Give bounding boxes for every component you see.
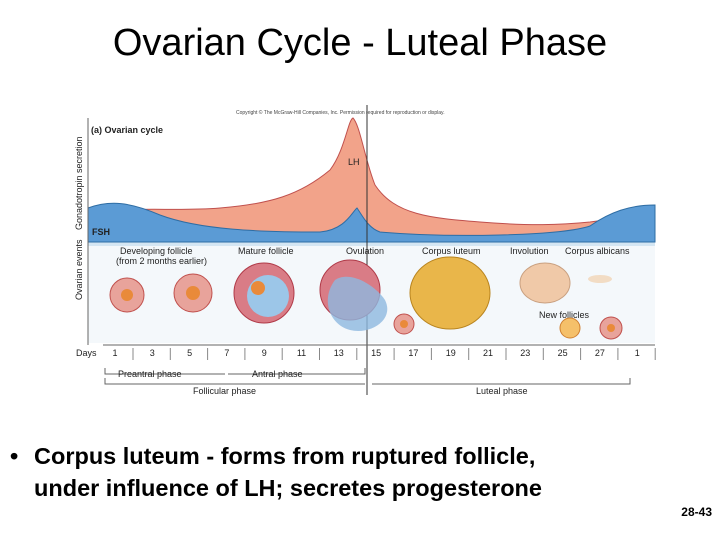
day-label: 3: [150, 348, 155, 358]
bullet-line: under influence of LH; secretes progeste…: [34, 475, 542, 501]
day-label: 1: [112, 348, 117, 358]
bracket: [372, 378, 631, 385]
bullet: • Corpus luteum - forms from ruptured fo…: [10, 440, 542, 504]
day-label: 1: [635, 348, 640, 358]
day-label: 13: [334, 348, 344, 358]
day-label: 9: [262, 348, 267, 358]
follicles: [109, 256, 623, 340]
days-label: Days: [76, 348, 97, 358]
day-label: 15: [371, 348, 381, 358]
day-label: 5: [187, 348, 192, 358]
day-label: 27: [595, 348, 605, 358]
phase-label: Luteal phase: [476, 386, 528, 396]
phase-label: Antral phase: [252, 369, 303, 379]
panel-label: (a) Ovarian cycle: [91, 125, 163, 135]
event-label: New follicles: [539, 310, 590, 320]
day-label: 25: [558, 348, 568, 358]
bullet-marker: •: [10, 443, 19, 469]
axis-label: Gonadotropin secretion: [74, 136, 84, 230]
day-label: 23: [520, 348, 530, 358]
phase-label: Follicular phase: [193, 386, 256, 396]
day-label: 11: [297, 348, 306, 358]
slide-number: 28-43: [681, 505, 712, 519]
bracket: [104, 378, 365, 385]
fsh-label: FSH: [92, 227, 110, 237]
slide-title: Ovarian Cycle - Luteal Phase: [112, 22, 608, 64]
bullet-line: Corpus luteum - forms from ruptured foll…: [34, 443, 536, 469]
lh-label: LH: [348, 157, 360, 167]
axis-label: Ovarian events: [74, 239, 84, 300]
day-label: 19: [446, 348, 456, 358]
day-label: 21: [483, 348, 493, 358]
bracket: [104, 368, 366, 375]
event-label: Involution: [510, 246, 549, 256]
event-label: Corpus luteum: [422, 246, 481, 256]
phase-label: Preantral phase: [118, 369, 182, 379]
event-label: Ovulation: [346, 246, 384, 256]
figure: Copyright © The McGraw-Hill Companies, I…: [74, 105, 656, 396]
copyright: Copyright © The McGraw-Hill Companies, I…: [236, 109, 445, 116]
lh-curve: [87, 117, 656, 243]
event-label: Corpus albicans: [565, 246, 630, 256]
day-label: 7: [224, 348, 229, 358]
fsh-curve: [87, 202, 656, 243]
event-label: Developing follicle: [120, 246, 193, 256]
day-label: 17: [408, 348, 418, 358]
event-label: Mature follicle: [238, 246, 294, 256]
event-label: (from 2 months earlier): [116, 256, 207, 266]
